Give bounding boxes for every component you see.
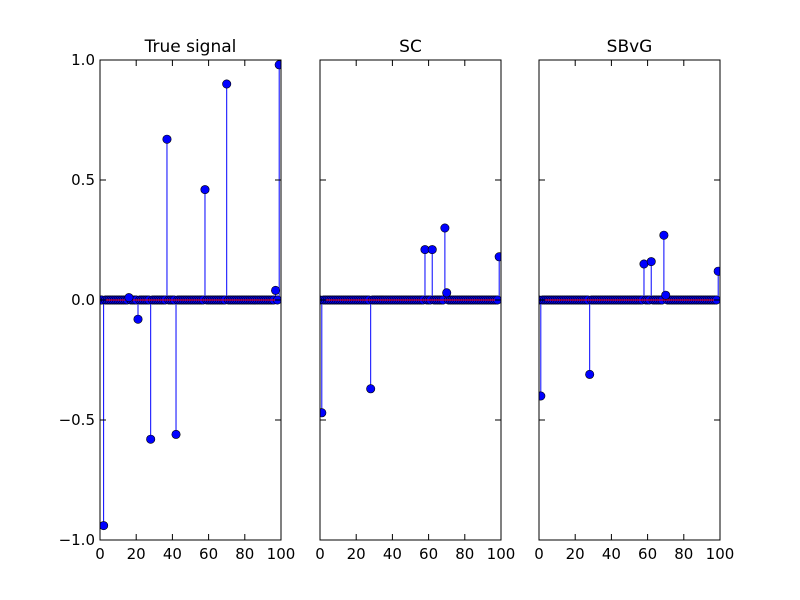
stem-marker <box>661 290 671 300</box>
stem-marker <box>442 288 452 298</box>
stem-marker <box>320 408 327 418</box>
y-tick-label: 0.0 <box>71 291 95 309</box>
stem-marker <box>271 285 281 295</box>
x-tick-label: 100 <box>267 545 296 563</box>
stem-marker <box>162 134 172 144</box>
subplot-title: SC <box>399 37 422 57</box>
x-tick-label: 40 <box>163 545 182 563</box>
x-tick-label: 60 <box>638 545 657 563</box>
stem-marker <box>171 429 181 439</box>
plot-area <box>539 230 720 401</box>
stem-marker <box>124 293 134 303</box>
x-tick-label: 80 <box>235 545 254 563</box>
stem-marker <box>366 384 376 394</box>
stem-marker <box>585 369 595 379</box>
y-tick-label: −0.5 <box>59 411 95 429</box>
subplot-true-signal: True signal 0 20 40 60 80 100 1.0 0.5 0.0 −0.5 −1.… <box>59 37 296 563</box>
stem-marker <box>713 266 720 276</box>
y-tick-label: 0.5 <box>71 171 95 189</box>
x-tick-label: 0 <box>315 545 325 563</box>
subplot-sc: SC 0 20 40 60 80 100 <box>315 37 515 563</box>
x-tick-label: 80 <box>455 545 474 563</box>
x-tick-label: 20 <box>347 545 366 563</box>
x-tick-label: 40 <box>383 545 402 563</box>
y-tick-label: 1.0 <box>71 51 95 69</box>
stem-marker <box>440 223 450 233</box>
stem-marker <box>539 391 546 401</box>
stem-marker <box>659 230 669 240</box>
x-tick-label: 60 <box>419 545 438 563</box>
x-tick-label: 60 <box>199 545 218 563</box>
y-tick-label: −1.0 <box>59 531 95 549</box>
stem-marker <box>133 314 143 324</box>
stem-marker <box>100 521 109 531</box>
stem-marker <box>646 257 656 267</box>
subplot-title: SBvG <box>607 37 653 57</box>
plot-area <box>100 60 281 531</box>
stem-marker <box>494 252 501 262</box>
stem-marker <box>274 60 281 70</box>
x-tick-label: 20 <box>127 545 146 563</box>
x-tick-label: 100 <box>706 545 735 563</box>
x-tick-label: 20 <box>566 545 585 563</box>
stem-marker <box>427 245 437 255</box>
stem-marker <box>222 79 232 89</box>
stem-marker <box>146 434 156 444</box>
stem-marker <box>200 185 210 195</box>
x-tick-label: 100 <box>487 545 516 563</box>
subplot-title: True signal <box>144 37 237 57</box>
x-tick-label: 0 <box>534 545 544 563</box>
plot-area <box>320 223 501 418</box>
x-tick-label: 0 <box>95 545 105 563</box>
x-tick-label: 40 <box>602 545 621 563</box>
x-tick-label: 80 <box>674 545 693 563</box>
subplot-sbvg: SBvG 0 20 40 60 80 100 <box>534 37 734 563</box>
